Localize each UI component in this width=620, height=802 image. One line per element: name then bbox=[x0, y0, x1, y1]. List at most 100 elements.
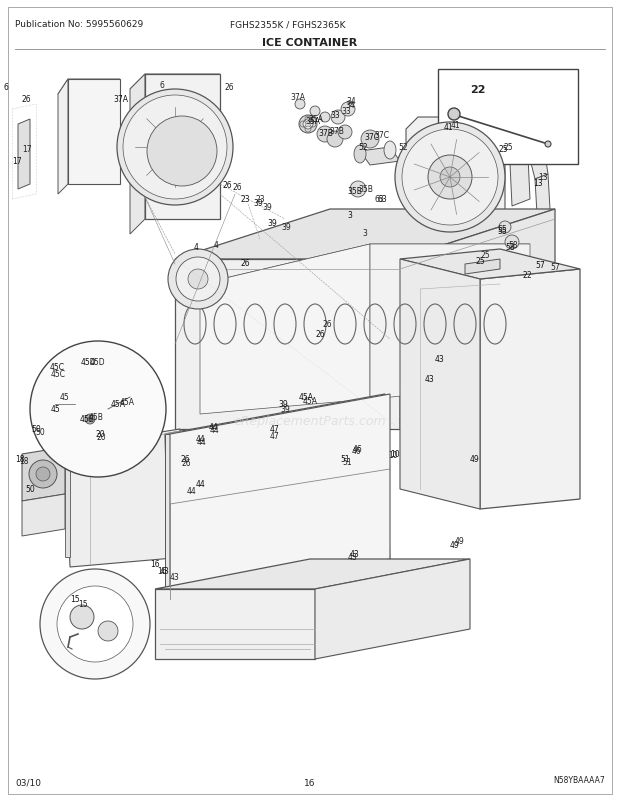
Text: 20: 20 bbox=[96, 433, 105, 442]
Circle shape bbox=[341, 103, 355, 117]
Text: 45D: 45D bbox=[80, 358, 96, 367]
Text: 4: 4 bbox=[193, 243, 198, 252]
Circle shape bbox=[98, 622, 118, 642]
Circle shape bbox=[29, 460, 57, 488]
Text: 39: 39 bbox=[267, 219, 277, 229]
Bar bbox=[55, 395, 75, 424]
Text: 51: 51 bbox=[342, 458, 352, 467]
Circle shape bbox=[295, 100, 305, 110]
Text: 25: 25 bbox=[475, 257, 485, 266]
Text: 17: 17 bbox=[22, 145, 32, 154]
Text: 37A: 37A bbox=[113, 95, 128, 104]
Text: 3: 3 bbox=[362, 229, 367, 237]
Text: 2: 2 bbox=[527, 270, 532, 279]
Text: 44: 44 bbox=[195, 435, 205, 444]
Polygon shape bbox=[65, 429, 185, 567]
Polygon shape bbox=[130, 75, 220, 90]
Text: 39: 39 bbox=[253, 198, 263, 207]
Circle shape bbox=[176, 257, 220, 302]
Text: 52: 52 bbox=[398, 144, 407, 152]
Text: 44: 44 bbox=[195, 480, 205, 489]
Text: 49: 49 bbox=[455, 537, 465, 546]
Text: 45A: 45A bbox=[303, 397, 318, 406]
Text: 37A: 37A bbox=[290, 93, 305, 103]
Text: 16: 16 bbox=[157, 567, 167, 576]
Text: 26: 26 bbox=[181, 459, 190, 468]
Text: 33: 33 bbox=[330, 111, 340, 119]
Polygon shape bbox=[535, 175, 550, 215]
Polygon shape bbox=[145, 75, 220, 220]
Circle shape bbox=[331, 111, 345, 125]
Circle shape bbox=[505, 236, 519, 249]
Text: N58YBAAAA7: N58YBAAAA7 bbox=[553, 775, 605, 784]
Circle shape bbox=[395, 123, 505, 233]
Text: 43: 43 bbox=[160, 567, 170, 576]
Text: 23: 23 bbox=[256, 195, 265, 205]
Text: 41: 41 bbox=[451, 121, 461, 131]
Text: 35B: 35B bbox=[348, 187, 363, 196]
Text: 26: 26 bbox=[180, 455, 190, 464]
Text: 43: 43 bbox=[425, 375, 435, 384]
Text: 45: 45 bbox=[60, 393, 70, 402]
Polygon shape bbox=[480, 269, 580, 509]
Circle shape bbox=[299, 115, 317, 134]
Text: 33: 33 bbox=[341, 107, 351, 116]
Circle shape bbox=[147, 117, 217, 187]
Text: 34: 34 bbox=[345, 100, 355, 109]
Ellipse shape bbox=[384, 142, 396, 160]
Polygon shape bbox=[530, 155, 548, 180]
Bar bbox=[438, 70, 578, 164]
Text: 13: 13 bbox=[533, 178, 543, 187]
Polygon shape bbox=[58, 80, 120, 95]
Text: 25: 25 bbox=[504, 144, 513, 152]
Circle shape bbox=[170, 143, 180, 153]
Text: 45: 45 bbox=[50, 405, 60, 414]
Text: 37C: 37C bbox=[365, 132, 379, 141]
Text: 51: 51 bbox=[340, 455, 350, 464]
Text: 44: 44 bbox=[197, 438, 206, 447]
Circle shape bbox=[57, 586, 133, 662]
Circle shape bbox=[338, 126, 352, 140]
Text: 43: 43 bbox=[350, 550, 360, 559]
Text: 55: 55 bbox=[497, 225, 507, 234]
Text: 18: 18 bbox=[19, 457, 29, 466]
Polygon shape bbox=[22, 494, 65, 537]
Text: 57: 57 bbox=[550, 263, 560, 272]
Polygon shape bbox=[400, 249, 580, 280]
Circle shape bbox=[88, 418, 92, 422]
Text: 37B: 37B bbox=[319, 128, 334, 137]
Bar bbox=[90, 387, 108, 396]
Text: 15: 15 bbox=[70, 595, 80, 604]
Circle shape bbox=[117, 90, 233, 206]
Circle shape bbox=[188, 269, 208, 290]
Text: 37B: 37B bbox=[329, 127, 344, 136]
Text: Publication No: 5995560629: Publication No: 5995560629 bbox=[15, 20, 143, 29]
Circle shape bbox=[30, 342, 166, 477]
Text: 10: 10 bbox=[390, 450, 400, 459]
Text: 18: 18 bbox=[16, 455, 25, 464]
Text: 49: 49 bbox=[450, 540, 460, 549]
Polygon shape bbox=[360, 148, 400, 166]
Text: 39: 39 bbox=[280, 405, 290, 414]
Circle shape bbox=[36, 468, 50, 481]
Polygon shape bbox=[130, 75, 145, 235]
Text: 26: 26 bbox=[225, 83, 234, 92]
Circle shape bbox=[40, 569, 150, 679]
Text: 63: 63 bbox=[375, 195, 385, 205]
Text: 45A: 45A bbox=[120, 398, 135, 407]
Polygon shape bbox=[165, 395, 390, 604]
Text: 46: 46 bbox=[352, 447, 361, 456]
Circle shape bbox=[448, 109, 460, 121]
Text: 26: 26 bbox=[233, 184, 242, 192]
Circle shape bbox=[317, 127, 333, 143]
Circle shape bbox=[163, 136, 187, 160]
Circle shape bbox=[168, 249, 228, 310]
Text: 3: 3 bbox=[348, 210, 352, 219]
Text: 35B: 35B bbox=[358, 185, 373, 194]
Text: 45B: 45B bbox=[89, 413, 104, 422]
Text: FGHS2355K / FGHS2365K: FGHS2355K / FGHS2365K bbox=[230, 20, 345, 29]
Text: 43: 43 bbox=[348, 553, 358, 561]
Polygon shape bbox=[315, 559, 470, 659]
Text: 39: 39 bbox=[262, 202, 272, 211]
Polygon shape bbox=[510, 158, 530, 207]
